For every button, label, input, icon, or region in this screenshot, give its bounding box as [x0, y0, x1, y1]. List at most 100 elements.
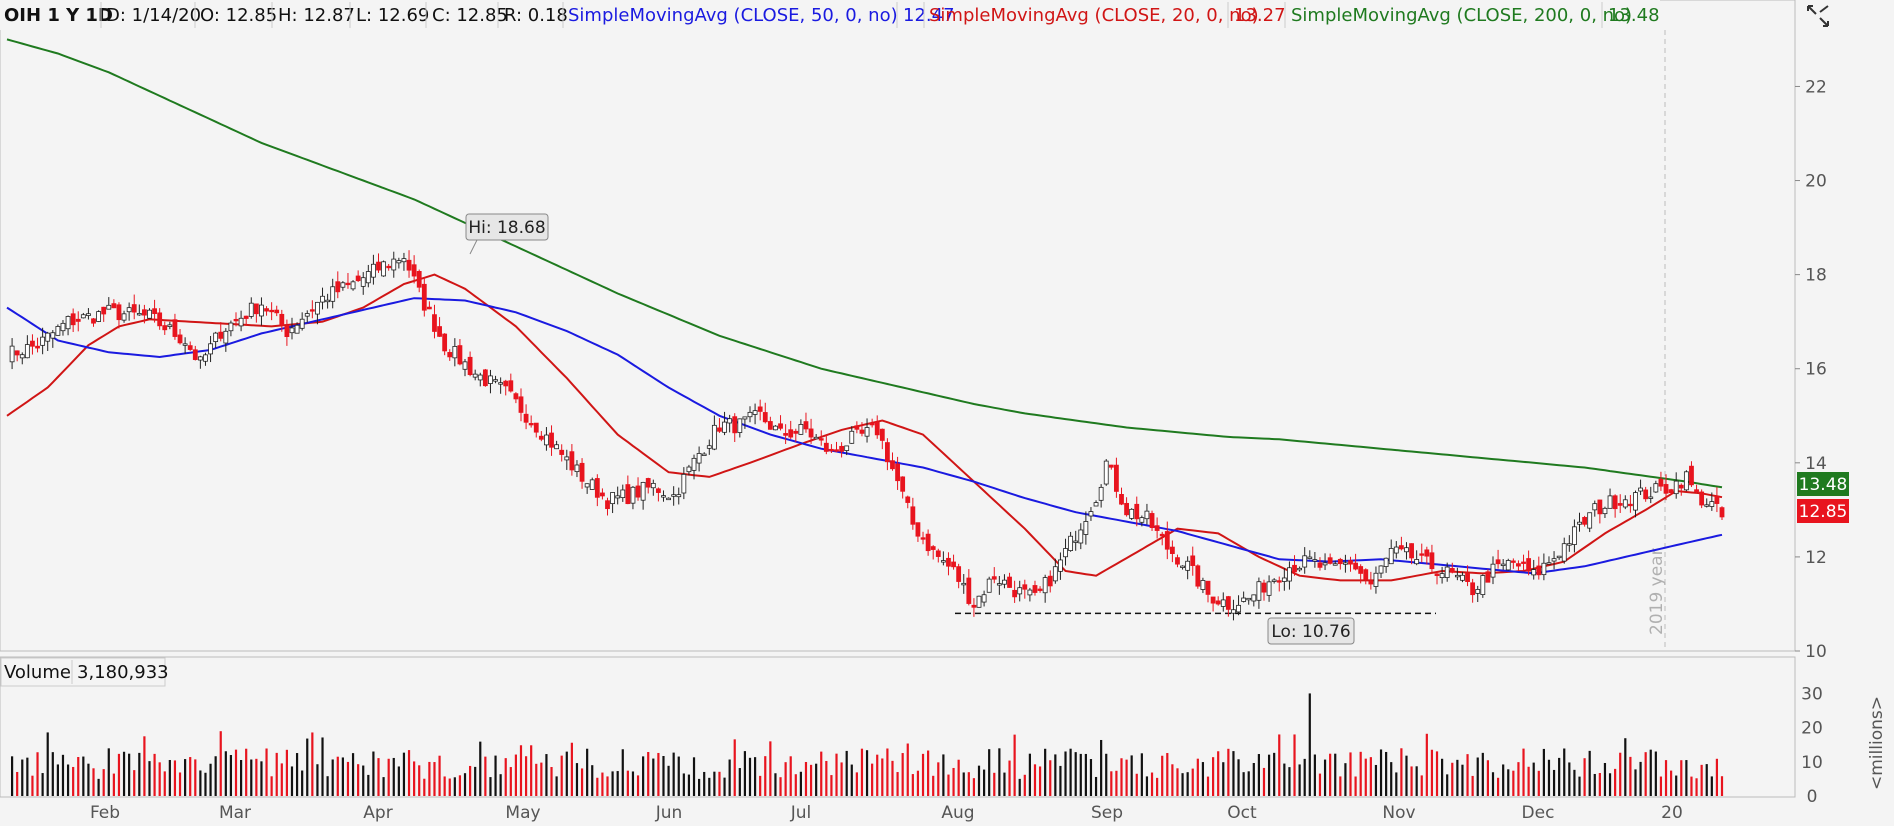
- volume-bar: [1507, 769, 1510, 796]
- volume-bar: [1064, 751, 1067, 796]
- candle: [1215, 596, 1221, 606]
- candle: [1093, 500, 1099, 507]
- volume-bar: [993, 772, 996, 796]
- volume-bar: [1206, 776, 1210, 796]
- candle: [142, 304, 147, 324]
- volume-bar: [1232, 751, 1235, 796]
- volume-bar: [72, 766, 75, 796]
- volume-bar: [311, 732, 314, 796]
- candle: [1454, 567, 1460, 581]
- symbol-label[interactable]: OIH 1 Y 1D: [4, 5, 113, 26]
- candle: [1164, 521, 1170, 560]
- candle: [1185, 556, 1191, 580]
- volume-bar: [1176, 768, 1179, 796]
- volume-bar: [112, 773, 115, 796]
- volume-bar: [865, 750, 869, 796]
- candle: [167, 321, 173, 330]
- volume-bar: [138, 752, 141, 796]
- volume-bar: [1094, 776, 1098, 796]
- volume-bar: [397, 766, 400, 796]
- volume-bar: [362, 765, 365, 796]
- price-tick-label: 20: [1805, 172, 1827, 192]
- volume-bar: [601, 772, 604, 796]
- volume-bar: [1649, 749, 1652, 796]
- candle: [940, 551, 946, 566]
- volume-bar: [377, 758, 380, 796]
- volume-bar: [336, 756, 339, 796]
- candle: [1607, 488, 1613, 509]
- volume-tick-label: 10: [1801, 753, 1823, 773]
- candle: [111, 299, 117, 309]
- candle: [589, 477, 595, 490]
- candle: [701, 452, 707, 456]
- volume-bar: [280, 763, 283, 796]
- candle: [60, 320, 66, 336]
- volume-bar: [1038, 766, 1042, 796]
- volume-bar: [1105, 753, 1108, 796]
- volume-bar: [1715, 758, 1719, 796]
- month-tick-label: Oct: [1227, 803, 1257, 822]
- candle: [808, 418, 814, 444]
- candle: [253, 303, 259, 323]
- volume-bar: [26, 757, 29, 796]
- volume-bar: [952, 767, 955, 796]
- volume-bar: [1430, 749, 1434, 796]
- candle: [1063, 538, 1068, 566]
- candle: [1521, 554, 1526, 571]
- sma200-legend[interactable]: SimpleMovingAvg (CLOSE, 200, 0, no): [1291, 5, 1632, 26]
- volume-bar: [306, 738, 309, 796]
- volume-bar: [326, 776, 329, 796]
- volume-bar: [199, 770, 202, 796]
- sma50-legend[interactable]: SimpleMovingAvg (CLOSE, 50, 0, no): [568, 5, 898, 26]
- candle: [711, 415, 717, 451]
- candle: [1505, 558, 1511, 571]
- candle: [569, 444, 575, 476]
- candle: [197, 355, 203, 369]
- candle: [1546, 556, 1552, 565]
- candle: [1414, 550, 1420, 566]
- volume-bar: [621, 749, 624, 796]
- candle: [783, 424, 789, 445]
- volume-bar: [1374, 764, 1378, 796]
- volume-bar: [1644, 752, 1647, 796]
- volume-bar: [687, 774, 691, 796]
- volume-bar: [1695, 778, 1698, 796]
- candle: [274, 305, 280, 317]
- volume-bar: [1619, 752, 1622, 796]
- candle: [564, 449, 570, 470]
- candle: [1241, 591, 1247, 603]
- volume-bar: [474, 766, 477, 796]
- volume-bar: [1222, 762, 1225, 796]
- candle: [136, 304, 142, 316]
- volume-bar: [270, 776, 273, 796]
- volume-bar: [1481, 752, 1484, 796]
- volume-bar: [1079, 753, 1082, 796]
- candle: [1287, 561, 1292, 590]
- volume-bar: [998, 748, 1001, 796]
- range-label: R: 0.18: [504, 5, 568, 26]
- candle: [844, 445, 850, 456]
- volume-bar: [36, 752, 39, 796]
- volume-bar: [250, 759, 253, 796]
- volume-bar: [1217, 751, 1220, 796]
- candle: [1317, 557, 1323, 571]
- collapse-arrows-icon[interactable]: [1807, 5, 1829, 27]
- volume-bar: [524, 756, 528, 796]
- volume-bar: [1196, 758, 1199, 796]
- candle: [747, 406, 753, 423]
- sma20-legend[interactable]: SimpleMovingAvg (CLOSE, 20, 0, no): [929, 5, 1259, 26]
- volume-bar: [484, 756, 487, 796]
- volume-bar: [1563, 748, 1566, 796]
- volume-bar: [1145, 776, 1149, 796]
- candle: [854, 421, 860, 434]
- candle: [162, 321, 168, 335]
- candle: [935, 548, 941, 563]
- volume-bar: [937, 762, 940, 796]
- candle: [223, 328, 229, 352]
- volume-bar: [194, 759, 197, 796]
- volume-bar: [1044, 748, 1047, 796]
- candle: [717, 418, 722, 433]
- volume-bar: [1456, 759, 1459, 796]
- candle: [1582, 515, 1587, 527]
- candle: [1495, 549, 1501, 569]
